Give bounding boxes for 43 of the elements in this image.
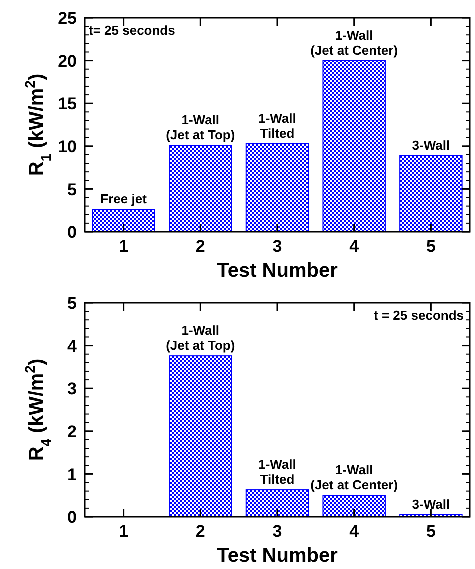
x-tick-label: 4 (350, 237, 360, 256)
annotation: 1-Wall Tilted (258, 457, 296, 488)
y-tick-label: 5 (68, 294, 77, 314)
x-tick-label: 2 (196, 522, 206, 541)
x-tick-label: 1 (119, 237, 129, 256)
annotation: 1-Wall (Jet at Center) (310, 28, 398, 58)
annotation: Free jet (100, 192, 148, 207)
y-tick-label: 25 (58, 9, 77, 28)
bar (322, 495, 386, 518)
bar (400, 155, 463, 232)
bar (169, 356, 232, 518)
annotation: 3-Wall (412, 496, 450, 512)
y-tick-label: 5 (68, 180, 77, 200)
x-tick-label: 5 (426, 522, 436, 541)
y-tick-label: 10 (58, 138, 77, 157)
annotation: 1-Wall (Jet at Top) (166, 323, 236, 354)
annotation: t= 25 seconds (89, 23, 176, 38)
x-tick-label: 3 (272, 237, 282, 256)
bar (322, 60, 386, 232)
bar (246, 490, 310, 518)
x-tick-label: 5 (426, 237, 436, 256)
x-tick-label: 1 (119, 522, 129, 541)
bar (246, 143, 310, 232)
annotation: 1-Wall (Jet at Center) (310, 462, 398, 493)
y-tick-label: 20 (58, 52, 77, 71)
y-tick-label: 4 (68, 336, 78, 356)
annotation: 1-Wall (Jet at Top) (166, 112, 236, 143)
y-tick-label: 1 (68, 465, 77, 484)
bar (169, 145, 232, 232)
annotation: t = 25 seconds (374, 308, 464, 323)
annotation: 1-Wall Tilted (258, 110, 296, 141)
annotation: 3-Wall (412, 138, 450, 153)
x-tick-label: 4 (350, 522, 360, 541)
y-tick-label: 0 (68, 508, 77, 528)
x-axis-title: Test Number (217, 545, 338, 567)
x-axis-title: Test Number (217, 260, 338, 282)
y-tick-label: 0 (68, 223, 77, 242)
y-tick-label: 2 (68, 422, 77, 442)
x-tick-label: 3 (272, 522, 282, 541)
x-tick-label: 2 (196, 237, 206, 256)
y-tick-label: 15 (58, 94, 77, 114)
bar (92, 209, 156, 232)
y-tick-label: 3 (68, 380, 77, 399)
